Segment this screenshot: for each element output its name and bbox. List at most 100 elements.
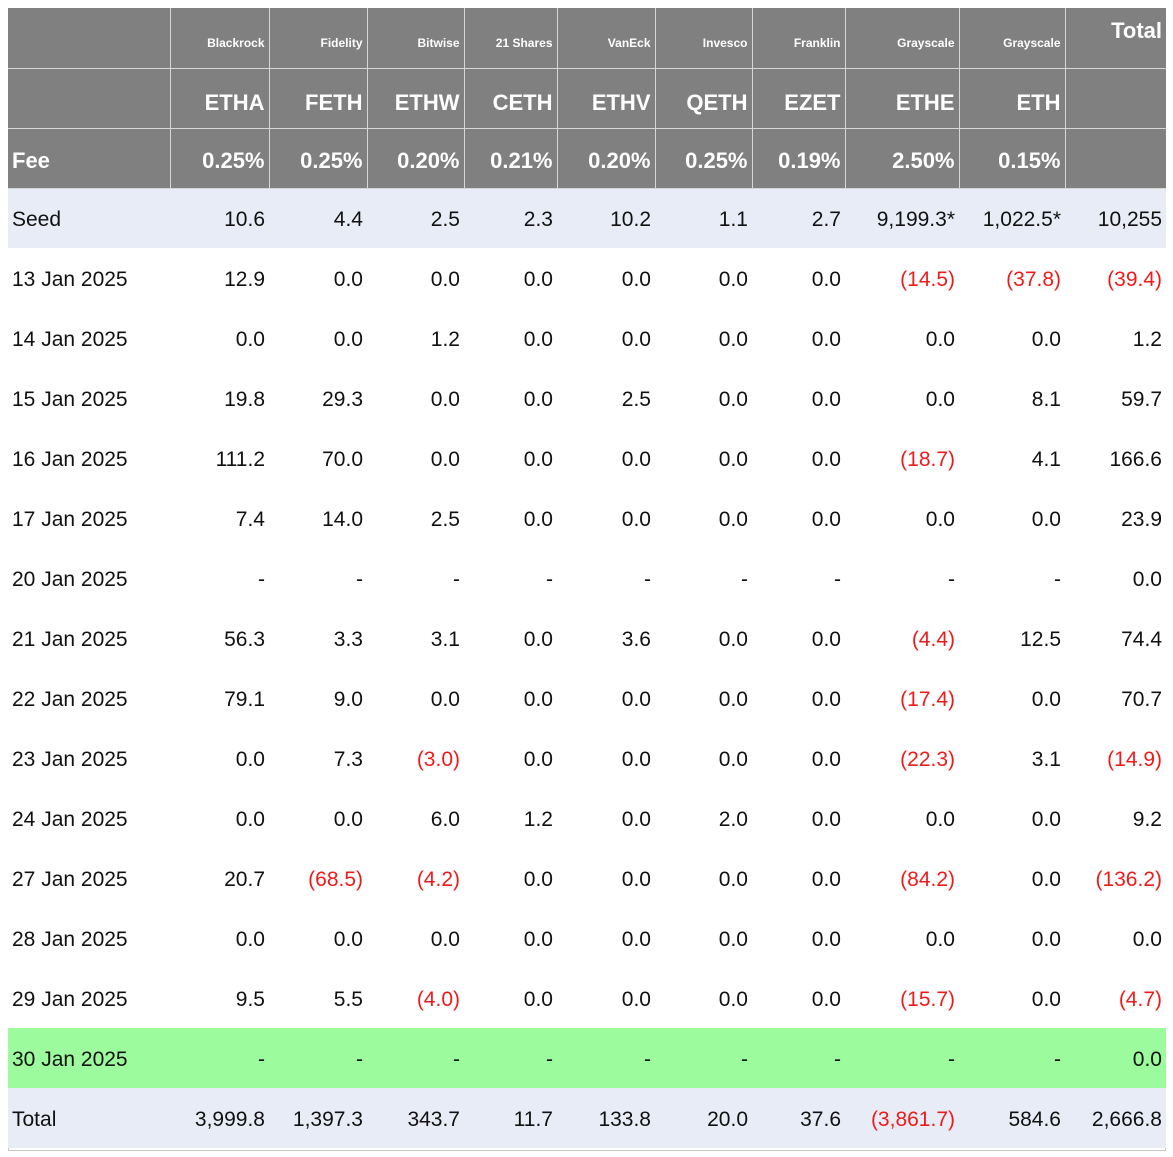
row-total: 70.7 xyxy=(1065,668,1166,728)
table-row: 13 Jan 2025 12.9 0.0 0.0 0.0 0.0 0.0 0.0 (14.5)(… xyxy=(8,248,1166,308)
flow-value: 0.0 xyxy=(170,788,269,848)
row-label: 21 Jan 2025 xyxy=(8,608,170,668)
fee-value: 2.50% xyxy=(845,128,960,189)
fee-label: Fee xyxy=(8,128,171,189)
row-label: 23 Jan 2025 xyxy=(8,728,170,788)
flow-value: 3.1 xyxy=(959,728,1065,788)
row-total: 2,666.8 xyxy=(1065,1088,1166,1148)
flow-value: 0.0 xyxy=(170,728,269,788)
flow-value: 0.0 xyxy=(464,308,557,368)
flow-value: 0.0 xyxy=(464,728,557,788)
table-row: 27 Jan 2025 20.7 (68.5) (4.2) 0.0 0.0 0.0 0.0 (8… xyxy=(8,848,1166,908)
etf-flows-table: Blackrock Fidelity Bitwise 21 Shares VanEck I… xyxy=(8,8,1166,1148)
row-label: 24 Jan 2025 xyxy=(8,788,170,848)
flow-value: (4.2) xyxy=(367,848,464,908)
flow-value: - xyxy=(170,548,269,608)
flow-value: - xyxy=(464,1028,557,1088)
flow-value: 0.0 xyxy=(557,968,655,1028)
flow-value: 0.0 xyxy=(845,788,959,848)
flow-value: 0.0 xyxy=(557,788,655,848)
flow-value: - xyxy=(557,1028,655,1088)
flow-value: 0.0 xyxy=(959,668,1065,728)
flow-value: - xyxy=(845,1028,959,1088)
flow-value: 3.1 xyxy=(367,608,464,668)
table-row: 20 Jan 2025- - - - - - - - -0.0 xyxy=(8,548,1166,608)
flow-value: 2.5 xyxy=(367,488,464,548)
table-row: 23 Jan 2025 0.0 7.3 (3.0) 0.0 0.0 0.0 0.0 (22.3)… xyxy=(8,728,1166,788)
seed-row: Seed 10.6 4.4 2.5 2.3 10.2 1.1 2.7 9,199.3* 1,022… xyxy=(8,188,1166,248)
ticker-symbol: ETHW xyxy=(367,68,465,129)
row-label: Total xyxy=(8,1088,170,1148)
flow-value: - xyxy=(269,548,367,608)
flow-value: 0.0 xyxy=(367,908,464,968)
ticker-symbol: FETH xyxy=(269,68,368,129)
flow-value: 1.2 xyxy=(464,788,557,848)
ticker-symbol: CETH xyxy=(464,68,558,129)
flow-value: 0.0 xyxy=(269,908,367,968)
row-total: (136.2) xyxy=(1065,848,1166,908)
flow-value: 3.6 xyxy=(557,608,655,668)
flow-value: 56.3 xyxy=(170,608,269,668)
row-label: 27 Jan 2025 xyxy=(8,848,170,908)
flow-value: 111.2 xyxy=(170,428,269,488)
flow-value: 29.3 xyxy=(269,368,367,428)
flow-value: 4.4 xyxy=(269,188,367,248)
flow-value: 0.0 xyxy=(367,248,464,308)
flow-value: (84.2) xyxy=(845,848,959,908)
row-label: 13 Jan 2025 xyxy=(8,248,170,308)
issuer-name: VanEck xyxy=(557,8,656,69)
flow-value: (17.4) xyxy=(845,668,959,728)
flow-value: 3.3 xyxy=(269,608,367,668)
fee-value: 0.21% xyxy=(464,128,558,189)
flow-value: 0.0 xyxy=(655,728,752,788)
issuer-header-row: Blackrock Fidelity Bitwise 21 Shares VanEck I… xyxy=(8,8,1166,69)
flow-value: (37.8) xyxy=(959,248,1065,308)
flow-value: 0.0 xyxy=(752,308,845,368)
flow-value: 0.0 xyxy=(464,428,557,488)
flow-value: 3,999.8 xyxy=(170,1088,269,1148)
flow-value: (22.3) xyxy=(845,728,959,788)
flow-value: 0.0 xyxy=(752,608,845,668)
row-total: 166.6 xyxy=(1065,428,1166,488)
row-total: 59.7 xyxy=(1065,368,1166,428)
row-total: 74.4 xyxy=(1065,608,1166,668)
flow-value: - xyxy=(655,548,752,608)
fee-value: 0.20% xyxy=(367,128,465,189)
row-total: (4.7) xyxy=(1065,968,1166,1028)
flow-value: 0.0 xyxy=(557,668,655,728)
flow-value: - xyxy=(170,1028,269,1088)
flow-value: 0.0 xyxy=(170,308,269,368)
row-total: 10,255 xyxy=(1065,188,1166,248)
flow-value: 133.8 xyxy=(557,1088,655,1148)
flow-value: (18.7) xyxy=(845,428,959,488)
flow-value: 0.0 xyxy=(655,488,752,548)
flow-value: 2.0 xyxy=(655,788,752,848)
flow-value: 0.0 xyxy=(655,668,752,728)
fee-value: 0.25% xyxy=(170,128,270,189)
flow-value: 0.0 xyxy=(557,908,655,968)
flow-value: 0.0 xyxy=(269,248,367,308)
fee-value: 0.25% xyxy=(655,128,753,189)
flow-value: 0.0 xyxy=(557,308,655,368)
issuer-name: Franklin xyxy=(752,8,846,69)
header-corner-cell xyxy=(8,8,171,69)
row-total: 23.9 xyxy=(1065,488,1166,548)
flow-value: - xyxy=(959,548,1065,608)
flow-value: 20.0 xyxy=(655,1088,752,1148)
flow-value: 0.0 xyxy=(845,908,959,968)
flow-value: 12.5 xyxy=(959,608,1065,668)
row-label: 15 Jan 2025 xyxy=(8,368,170,428)
flow-value: 1,397.3 xyxy=(269,1088,367,1148)
flow-value: 0.0 xyxy=(959,968,1065,1028)
flow-value: 0.0 xyxy=(170,908,269,968)
row-label: 22 Jan 2025 xyxy=(8,668,170,728)
flow-value: 9.5 xyxy=(170,968,269,1028)
flow-value: 0.0 xyxy=(959,848,1065,908)
flow-value: (3.0) xyxy=(367,728,464,788)
flow-value: 7.3 xyxy=(269,728,367,788)
table-row: 15 Jan 2025 19.8 29.3 0.0 0.0 2.5 0.0 0.0 0.0 8.1… xyxy=(8,368,1166,428)
flow-value: 0.0 xyxy=(464,968,557,1028)
flow-value: 14.0 xyxy=(269,488,367,548)
row-label: Seed xyxy=(8,188,170,248)
row-label: 29 Jan 2025 xyxy=(8,968,170,1028)
